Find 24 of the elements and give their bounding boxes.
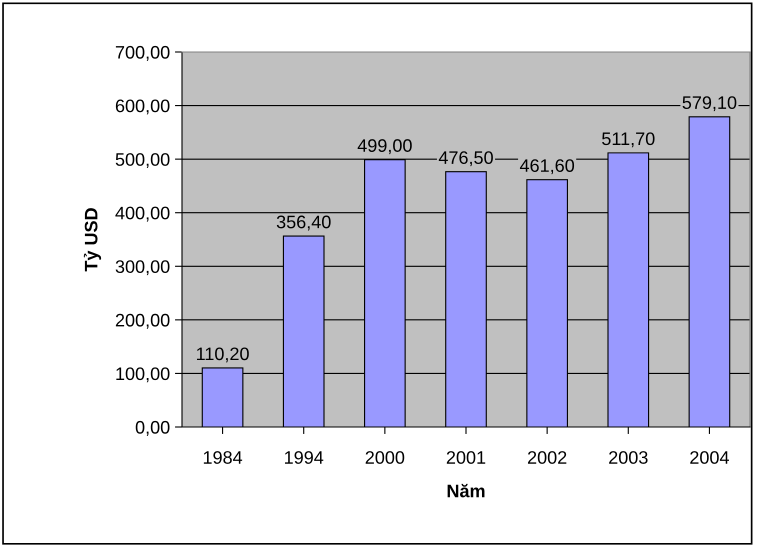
x-axis-title: Năm [448,484,484,498]
y-tick-label: 600,00 [116,100,170,114]
y-tick-label: 0,00 [136,420,170,436]
x-tick-label: 1984 [204,451,242,464]
data-label: 461,60 [520,159,574,174]
y-tick-label: 400,00 [115,206,170,222]
x-tick-label: 2003 [609,451,648,464]
y-tick-label: 200,00 [116,314,170,329]
data-label: 356,40 [276,216,331,230]
data-label: 579,10 [682,96,736,112]
data-label: 110,20 [197,347,249,362]
x-tick-label: 2002 [528,451,566,464]
y-axis-title: Tỷ USD [84,208,102,272]
x-tick-label: 2001 [446,451,486,464]
x-tick-label: 2000 [366,451,404,464]
y-tick-label: 500,00 [116,153,170,168]
data-label: 476,50 [438,151,493,166]
data-label: 511,70 [602,132,655,148]
x-tick-label: 1994 [285,451,324,464]
y-tick-label: 700,00 [116,46,170,61]
x-tick-label: 2004 [690,451,729,464]
y-tick-label: 100,00 [116,367,170,382]
data-label: 499,00 [358,139,412,154]
y-tick-label: 300,00 [116,260,170,276]
